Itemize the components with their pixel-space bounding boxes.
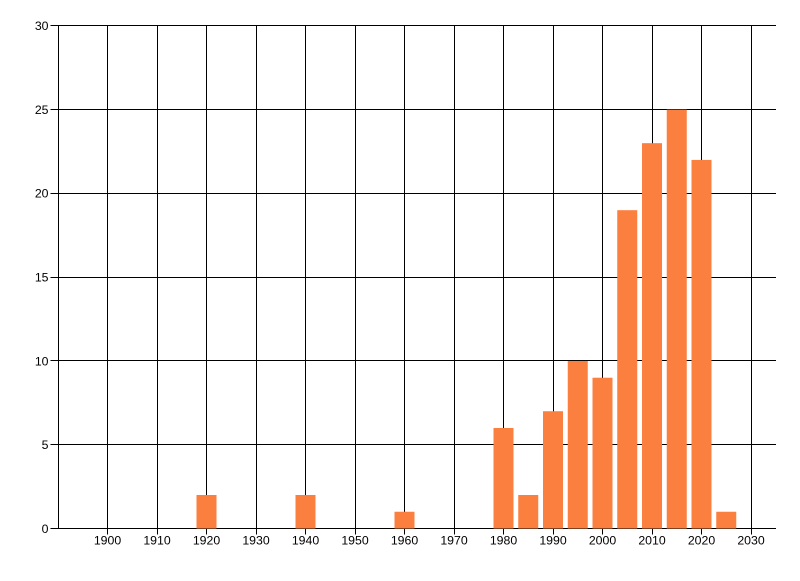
- svg-text:1930: 1930: [242, 534, 270, 548]
- svg-text:1970: 1970: [440, 534, 468, 548]
- svg-text:0: 0: [42, 522, 49, 536]
- svg-text:25: 25: [35, 103, 49, 117]
- svg-text:1990: 1990: [539, 534, 567, 548]
- svg-text:2010: 2010: [638, 534, 666, 548]
- svg-text:1940: 1940: [292, 534, 320, 548]
- svg-text:15: 15: [35, 271, 49, 285]
- svg-text:1900: 1900: [94, 534, 122, 548]
- svg-text:1920: 1920: [193, 534, 221, 548]
- svg-text:30: 30: [35, 19, 49, 33]
- svg-text:2000: 2000: [589, 534, 617, 548]
- svg-text:1950: 1950: [341, 534, 369, 548]
- svg-text:1960: 1960: [391, 534, 419, 548]
- svg-text:1910: 1910: [143, 534, 171, 548]
- svg-text:10: 10: [35, 354, 49, 368]
- svg-text:2020: 2020: [688, 534, 716, 548]
- svg-text:20: 20: [35, 187, 49, 201]
- svg-text:1980: 1980: [490, 534, 518, 548]
- svg-text:5: 5: [42, 438, 49, 452]
- svg-text:2030: 2030: [737, 534, 765, 548]
